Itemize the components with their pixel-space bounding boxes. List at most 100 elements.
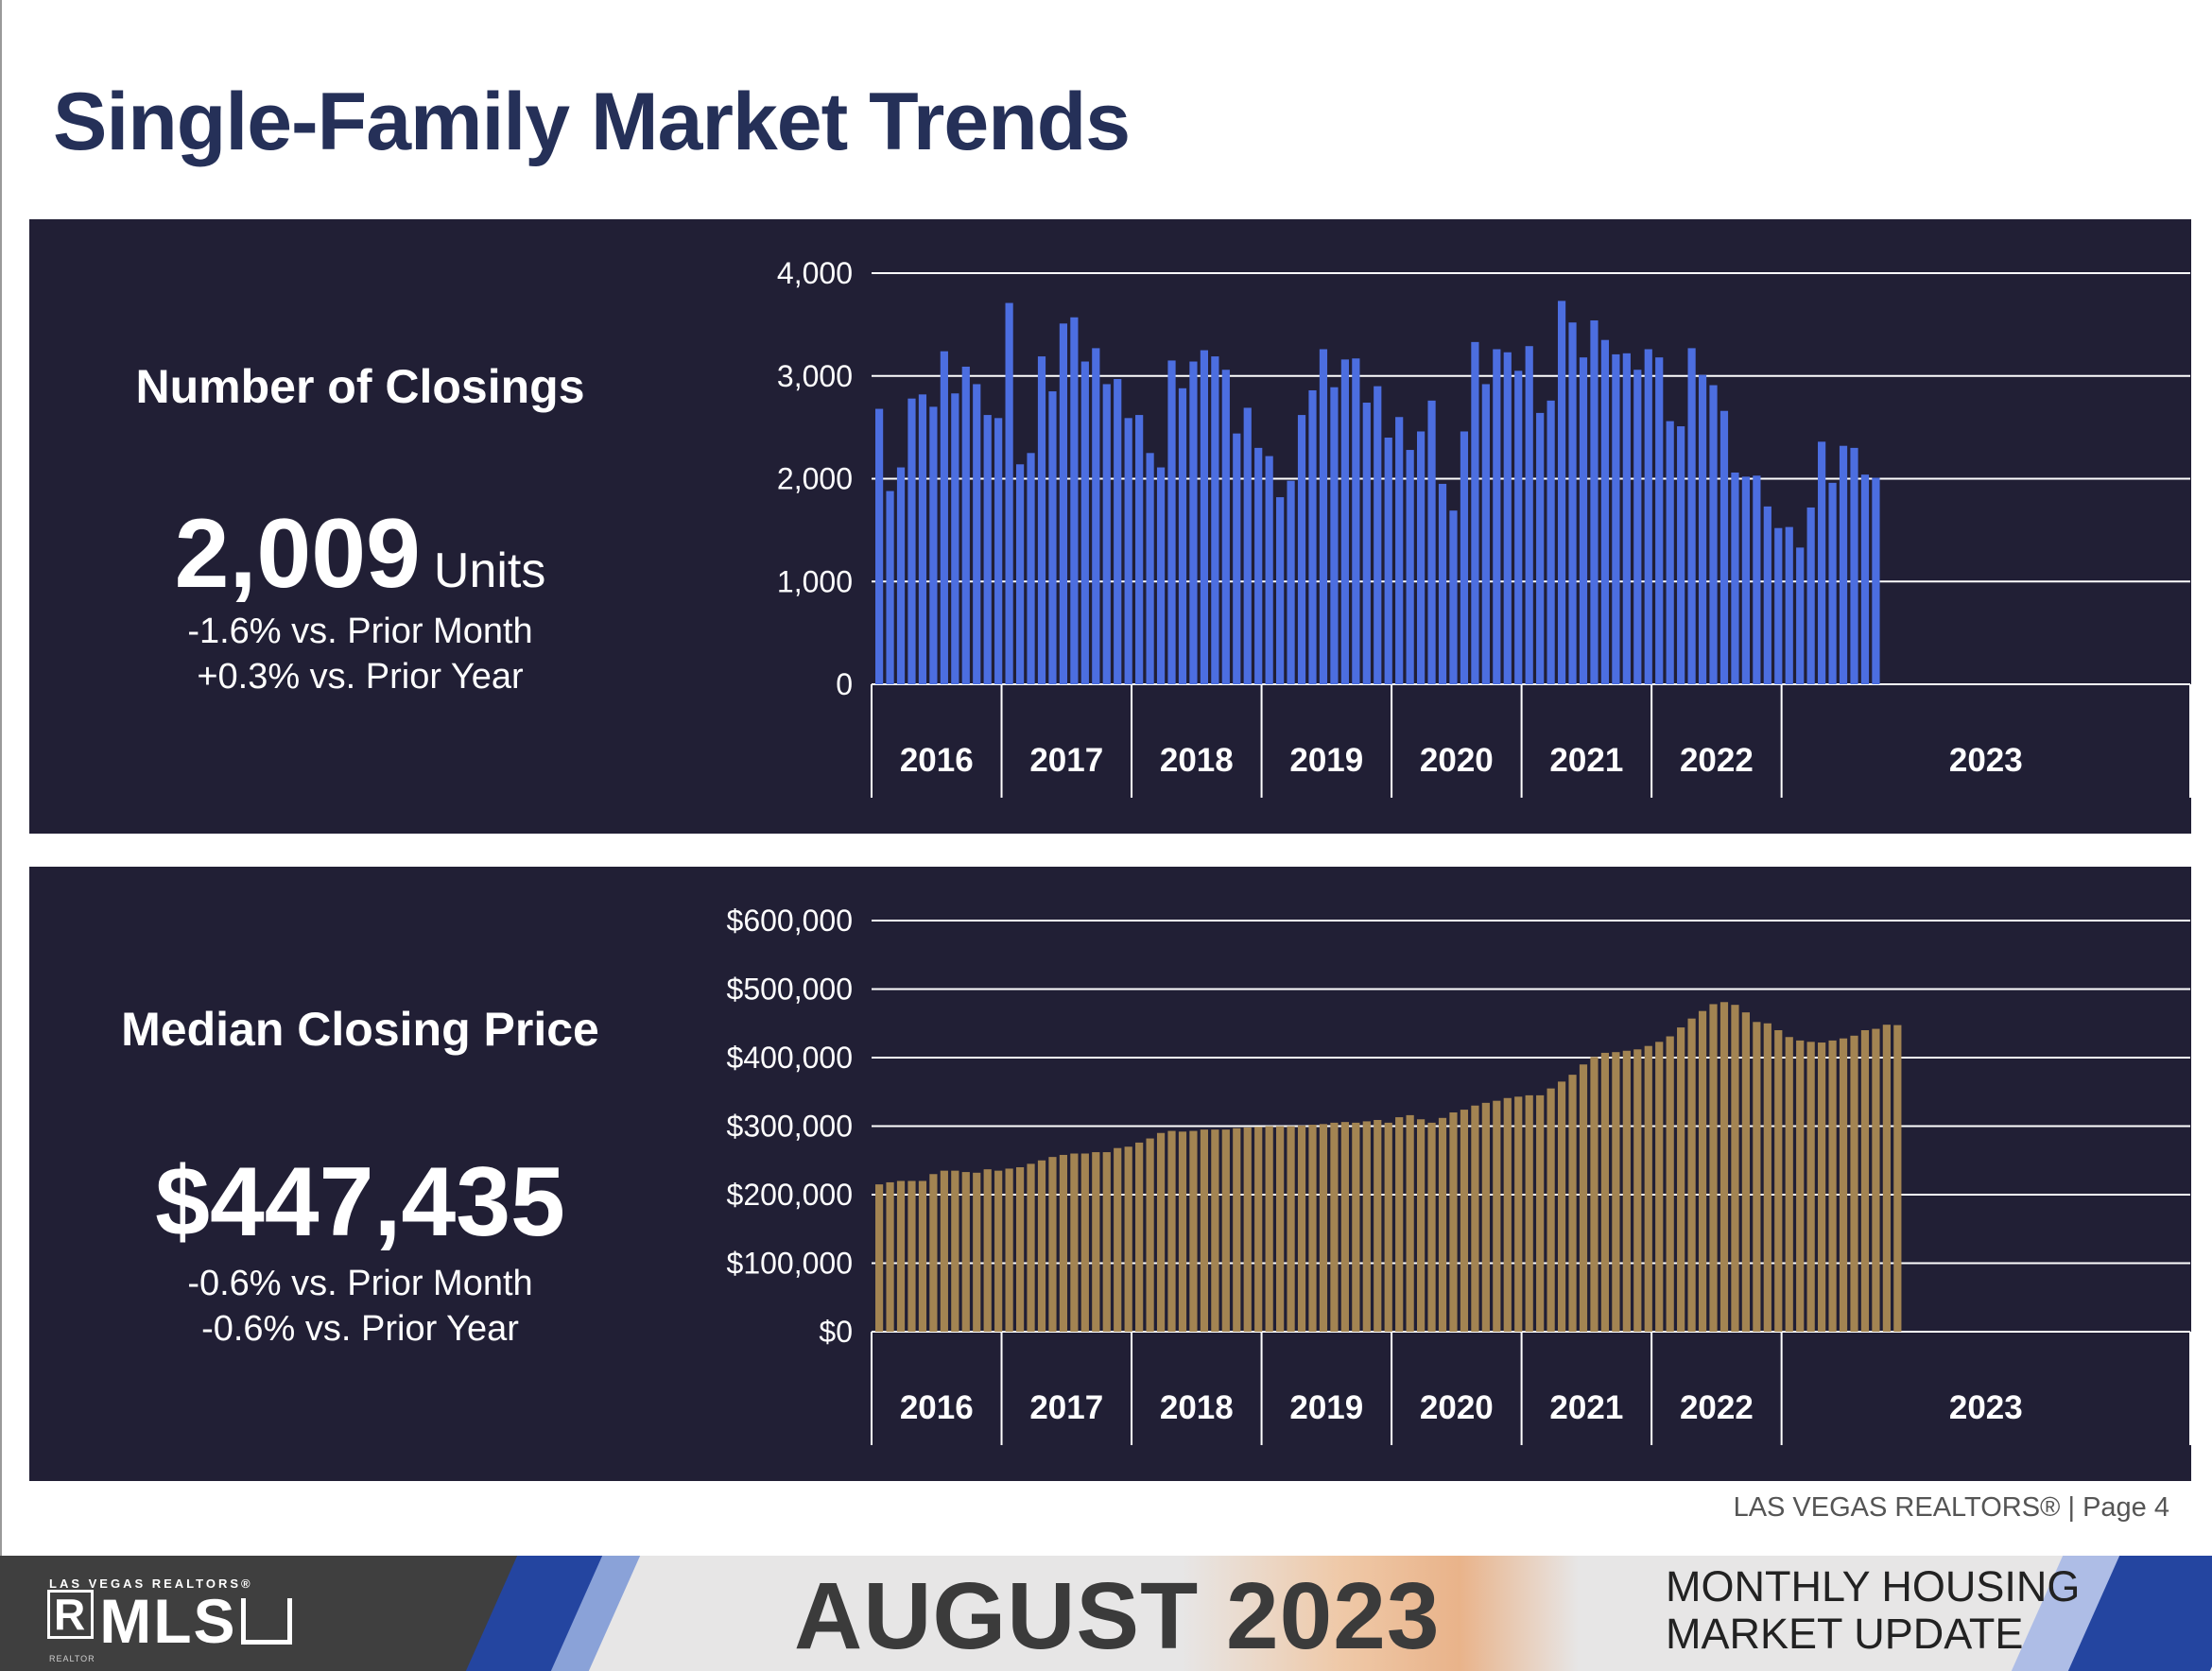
- bar: [1481, 1102, 1490, 1332]
- bar: [1427, 1122, 1436, 1333]
- bar: [1243, 1127, 1252, 1332]
- bar: [1860, 1030, 1870, 1332]
- bar: [1860, 474, 1870, 684]
- bar: [1417, 1119, 1426, 1332]
- bar: [1340, 359, 1349, 684]
- closings-vs-prior-month: -1.6% vs. Prior Month: [187, 612, 533, 651]
- closings-panel: Number of Closings 2,009 Units -1.6% vs. …: [29, 219, 2191, 834]
- bar: [1243, 407, 1252, 684]
- bar: [1037, 1160, 1046, 1332]
- closings-unit: Units: [433, 543, 546, 598]
- bar: [940, 351, 948, 684]
- bar: [1146, 453, 1154, 684]
- price-vs-prior-month: -0.6% vs. Prior Month: [187, 1264, 533, 1303]
- bar: [1818, 1042, 1826, 1332]
- price-stat: Median Closing Price $447,435 -0.6% vs. …: [29, 867, 691, 1481]
- bar: [929, 1174, 938, 1332]
- bar: [1276, 1126, 1285, 1332]
- bar: [973, 384, 981, 684]
- bar: [1503, 352, 1512, 684]
- bar: [1406, 450, 1414, 684]
- bar: [951, 393, 959, 684]
- bar: [1503, 1097, 1512, 1332]
- page-title: Single-Family Market Trends: [53, 77, 1131, 167]
- x-category-label: 2016: [900, 1389, 974, 1426]
- bar: [1027, 1163, 1035, 1333]
- y-tick-label: 3,000: [777, 359, 853, 393]
- bar: [1677, 1027, 1685, 1332]
- price-value: $447,435: [155, 1147, 565, 1257]
- bar: [918, 1180, 927, 1332]
- bar: [896, 1180, 906, 1332]
- bar: [1579, 357, 1588, 684]
- bar: [1579, 1064, 1588, 1332]
- bar: [1568, 1075, 1577, 1333]
- bar: [1015, 1167, 1025, 1332]
- bar: [1005, 1168, 1013, 1332]
- bar: [907, 1180, 916, 1332]
- bar: [1514, 1096, 1523, 1332]
- bar: [1189, 361, 1198, 684]
- bar: [1135, 1142, 1144, 1332]
- bar: [1460, 431, 1469, 684]
- bar: [1297, 415, 1306, 684]
- bar: [1254, 1127, 1263, 1332]
- bar: [1048, 1157, 1057, 1333]
- logo-top-text: LAS VEGAS REALTORS®: [49, 1576, 253, 1591]
- bar: [875, 408, 884, 684]
- x-category-label: 2020: [1420, 1389, 1494, 1426]
- bar: [1698, 1010, 1707, 1332]
- page-footer-note: LAS VEGAS REALTORS® | Page 4: [1733, 1492, 2169, 1523]
- house-icon: [240, 1598, 292, 1645]
- bar: [1655, 357, 1664, 684]
- bar: [1221, 1129, 1230, 1333]
- bar: [918, 394, 927, 684]
- closings-chart: 0 1,000 2,000 3,000 4,000 2016 2017 2018 2019 202…: [777, 256, 2191, 798]
- bar: [994, 1170, 1003, 1333]
- bar: [1731, 1005, 1739, 1332]
- bar: [1156, 1132, 1166, 1332]
- bar: [1600, 1052, 1610, 1332]
- bar: [886, 491, 894, 684]
- bar: [1525, 1094, 1533, 1332]
- bar: [1568, 322, 1577, 684]
- x-category-label: 2023: [1949, 1389, 2023, 1426]
- bar: [1590, 320, 1599, 684]
- bar: [1005, 302, 1013, 684]
- bar: [1308, 1125, 1317, 1332]
- y-tick-label: $500,000: [727, 973, 853, 1007]
- bar: [1114, 1147, 1122, 1332]
- bar: [1417, 431, 1426, 684]
- bar: [1427, 400, 1436, 684]
- bar: [1644, 1045, 1652, 1332]
- bar: [1449, 1112, 1458, 1332]
- bar: [929, 406, 938, 685]
- bar: [1211, 356, 1219, 684]
- x-category-label: 2017: [1029, 742, 1103, 779]
- bar: [1352, 1122, 1360, 1333]
- bar: [1590, 1057, 1599, 1332]
- bar: [1330, 387, 1339, 684]
- bar: [1406, 1114, 1414, 1332]
- price-value-line: $447,435: [29, 1153, 691, 1251]
- bar: [1741, 476, 1750, 684]
- bar: [1514, 370, 1523, 684]
- bar: [1600, 339, 1610, 684]
- bar: [1818, 441, 1826, 684]
- bar: [1449, 510, 1458, 684]
- bar: [1872, 1028, 1880, 1332]
- bar: [1395, 417, 1404, 684]
- y-tick-label: $400,000: [727, 1041, 853, 1075]
- bar: [896, 467, 906, 684]
- bar: [1340, 1122, 1349, 1332]
- bar: [1622, 353, 1631, 684]
- y-tick-label: 0: [836, 667, 853, 701]
- bar: [994, 418, 1003, 684]
- x-category-label: 2018: [1160, 742, 1234, 779]
- bar: [1612, 1052, 1620, 1332]
- bar: [1221, 370, 1230, 684]
- bar: [1374, 386, 1382, 685]
- bar: [1287, 480, 1295, 684]
- bar: [973, 1172, 981, 1332]
- x-category-label: 2019: [1289, 742, 1363, 779]
